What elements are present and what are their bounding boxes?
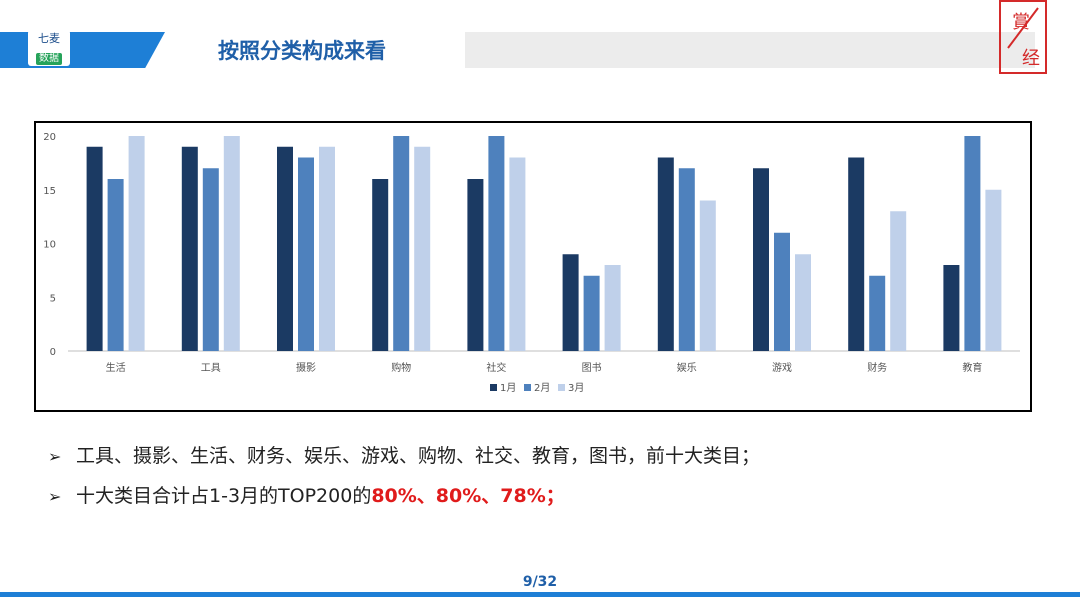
bar-1月-娱乐 bbox=[657, 157, 674, 351]
bar-3月-摄影 bbox=[319, 146, 335, 351]
legend-swatch-2月 bbox=[524, 384, 531, 391]
bar-chart: 0 5 10 15 20 生活 工具 摄影 购物 社交 图书 娱乐 游戏 财务 教育 1月 2月 3月 bbox=[43, 132, 1020, 394]
svg-text:賞: 賞 bbox=[1012, 12, 1030, 33]
bar-2月-摄影 bbox=[298, 157, 314, 351]
bar-3月-教育 bbox=[985, 189, 1002, 351]
arrow-bullet-icon: ➢ bbox=[48, 447, 62, 466]
bar-2月-娱乐 bbox=[678, 168, 695, 351]
x-tick-label: 社交 bbox=[486, 361, 506, 374]
arrow-bullet-icon: ➢ bbox=[48, 487, 62, 506]
chart-frame: 0 5 10 15 20 生活 工具 摄影 购物 社交 图书 娱乐 游戏 财务 教育 1月 2月 3月 bbox=[34, 121, 1032, 412]
bar-3月-图书 bbox=[604, 265, 621, 351]
page-title: 按照分类构成来看 bbox=[218, 39, 386, 63]
x-tick-label: 图书 bbox=[582, 362, 602, 374]
bar-1月-摄影 bbox=[277, 146, 293, 351]
bullet-point-1: ➢ 工具、摄影、生活、财务、娱乐、游戏、购物、社交、教育，图书，前十大类目； bbox=[48, 441, 760, 468]
bar-1月-工具 bbox=[181, 146, 198, 351]
x-tick-label: 教育 bbox=[962, 361, 982, 374]
bar-2月-购物 bbox=[393, 136, 410, 351]
legend-label: 2月 bbox=[534, 382, 550, 394]
y-tick-label: 15 bbox=[43, 186, 56, 197]
bar-2月-图书 bbox=[583, 275, 600, 351]
bullet-2-text: 十大类目合计占1-3月的TOP200的 bbox=[76, 485, 372, 507]
bar-3月-娱乐 bbox=[699, 200, 716, 351]
y-tick-label: 5 bbox=[50, 293, 56, 304]
bar-1月-购物 bbox=[372, 179, 389, 351]
logo-bottom-text: 数据 bbox=[36, 53, 62, 65]
x-tick-label: 生活 bbox=[106, 361, 126, 374]
bar-1月-教育 bbox=[943, 265, 960, 351]
x-tick-label: 娱乐 bbox=[677, 361, 697, 374]
bullet-1-text: 工具、摄影、生活、财务、娱乐、游戏、购物、社交、教育，图书，前十大类目； bbox=[76, 445, 761, 467]
bar-2月-游戏 bbox=[774, 232, 790, 351]
y-tick-label: 0 bbox=[50, 347, 56, 358]
legend-label: 1月 bbox=[500, 382, 516, 394]
bar-3月-游戏 bbox=[795, 254, 811, 351]
header-blue-tab bbox=[0, 32, 165, 68]
y-tick-label: 10 bbox=[43, 240, 56, 251]
x-tick-label: 购物 bbox=[391, 361, 411, 374]
bar-3月-社交 bbox=[509, 157, 526, 351]
logo-top-text: 七麦 bbox=[38, 32, 60, 45]
bar-3月-生活 bbox=[128, 136, 145, 351]
x-tick-label: 财务 bbox=[867, 361, 887, 374]
qimai-logo: 七麦 数据 bbox=[28, 30, 70, 66]
legend-label: 3月 bbox=[568, 382, 584, 394]
bar-1月-社交 bbox=[467, 179, 484, 351]
legend-swatch-3月 bbox=[558, 384, 565, 391]
bar-1月-游戏 bbox=[753, 168, 769, 351]
corner-seal-logo: 賞 经 bbox=[999, 0, 1047, 74]
bar-2月-工具 bbox=[202, 168, 219, 351]
footer-line bbox=[0, 592, 1080, 597]
bar-3月-工具 bbox=[223, 136, 240, 351]
bar-2月-财务 bbox=[869, 275, 886, 351]
x-tick-label: 游戏 bbox=[772, 361, 792, 374]
bar-1月-财务 bbox=[848, 157, 865, 351]
bullet-point-2: ➢ 十大类目合计占1-3月的TOP200的80%、80%、78%； bbox=[48, 481, 565, 508]
bar-1月-生活 bbox=[86, 146, 103, 351]
legend-swatch-1月 bbox=[490, 384, 497, 391]
bullet-2-highlight: 80%、80%、78%； bbox=[371, 485, 565, 507]
bar-3月-财务 bbox=[890, 211, 907, 351]
svg-text:经: 经 bbox=[1022, 48, 1040, 69]
bar-3月-购物 bbox=[414, 146, 431, 351]
bar-1月-图书 bbox=[562, 254, 579, 351]
bar-2月-教育 bbox=[964, 136, 981, 351]
y-tick-label: 20 bbox=[43, 132, 56, 143]
bar-2月-社交 bbox=[488, 136, 505, 351]
header-gray-strip bbox=[465, 32, 1035, 68]
page-number: 9/32 bbox=[522, 574, 558, 590]
x-tick-label: 摄影 bbox=[296, 361, 316, 374]
x-tick-label: 工具 bbox=[201, 362, 221, 374]
bar-2月-生活 bbox=[107, 179, 124, 351]
